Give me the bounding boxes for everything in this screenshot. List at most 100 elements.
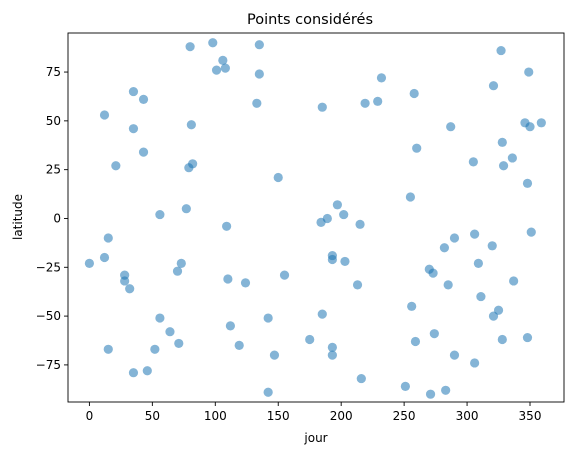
data-point [234, 340, 244, 350]
chart-title: Points considérés [247, 12, 373, 28]
data-point [496, 45, 506, 56]
data-point [218, 55, 228, 65]
data-point [470, 358, 480, 368]
data-point [497, 334, 507, 345]
y-tick-label: 75 [46, 65, 61, 79]
data-point [225, 321, 235, 331]
data-point [449, 350, 460, 360]
x-tick-label: 350 [519, 409, 542, 423]
data-point [439, 243, 450, 253]
data-point [223, 274, 233, 284]
data-point [269, 350, 280, 360]
data-point [429, 329, 439, 339]
data-point [327, 254, 337, 265]
data-point [317, 102, 327, 112]
data-point [188, 159, 198, 169]
data-point [332, 200, 342, 210]
y-tick-label: 0 [53, 211, 61, 225]
data-point [446, 122, 456, 132]
data-point [138, 94, 149, 104]
data-point [111, 161, 121, 171]
data-point [165, 327, 175, 337]
data-point [128, 124, 139, 134]
data-point [186, 120, 196, 130]
data-point [525, 122, 535, 132]
data-point [220, 63, 230, 73]
data-point [468, 157, 478, 167]
data-point [305, 334, 315, 345]
data-point [507, 153, 517, 163]
data-point [400, 381, 410, 391]
y-tick-label: 50 [46, 114, 61, 128]
y-tick-label: −50 [36, 309, 61, 323]
y-axis: −75 −50 −25 0 25 50 75 [36, 65, 68, 372]
data-point [412, 143, 422, 153]
data-point [524, 67, 534, 77]
data-point [409, 88, 419, 99]
data-point [254, 69, 264, 79]
data-point [522, 178, 533, 188]
data-point [222, 221, 232, 231]
data-point [317, 309, 327, 319]
data-point [103, 344, 113, 354]
data-point [476, 291, 486, 302]
data-point [103, 233, 113, 243]
y-axis-label: latitude [11, 194, 25, 240]
data-point [410, 336, 421, 347]
data-point [487, 241, 497, 251]
data-point [120, 276, 130, 286]
data-point [441, 385, 451, 395]
data-point [340, 256, 350, 267]
x-tick-label: 300 [456, 409, 479, 423]
data-point [273, 172, 283, 183]
data-point [254, 40, 264, 50]
data-point [376, 73, 387, 83]
data-point [172, 266, 183, 276]
data-point [536, 118, 546, 128]
data-point [150, 344, 160, 354]
data-point [263, 387, 273, 397]
data-point [498, 161, 509, 171]
data-point [128, 368, 139, 378]
x-tick-label: 150 [267, 409, 290, 423]
data-point [185, 42, 195, 52]
data-point [407, 301, 417, 311]
data-point [356, 373, 366, 384]
data-point [339, 209, 349, 220]
data-point [322, 213, 332, 224]
data-point [240, 278, 251, 288]
data-point [473, 258, 483, 268]
data-point [493, 305, 504, 315]
data-point [327, 350, 337, 360]
data-point [208, 38, 218, 48]
data-point [174, 338, 184, 349]
data-point [142, 366, 152, 376]
data-point [125, 284, 135, 294]
data-point [405, 192, 416, 202]
x-axis: 0 50 100 150 200 250 300 350 [86, 402, 542, 423]
data-point [181, 204, 191, 214]
data-point [211, 65, 222, 75]
data-point [428, 268, 438, 278]
y-tick-label: −75 [36, 358, 61, 372]
data-point [526, 227, 536, 237]
data-point [263, 313, 273, 323]
data-point [279, 270, 290, 280]
data-point [497, 137, 507, 147]
x-axis-label: jour [303, 431, 327, 445]
data-point [443, 280, 453, 290]
data-point [99, 252, 110, 263]
data-point [522, 332, 533, 343]
data-point [373, 96, 383, 106]
data-point [252, 98, 262, 108]
data-point [155, 209, 165, 220]
data-point [425, 389, 436, 399]
data-point [155, 313, 165, 323]
data-point [327, 342, 337, 352]
data-point [470, 229, 480, 239]
y-tick-label: 25 [46, 163, 61, 177]
data-point [138, 147, 149, 157]
data-point [355, 219, 365, 229]
y-tick-label: −25 [36, 260, 61, 274]
